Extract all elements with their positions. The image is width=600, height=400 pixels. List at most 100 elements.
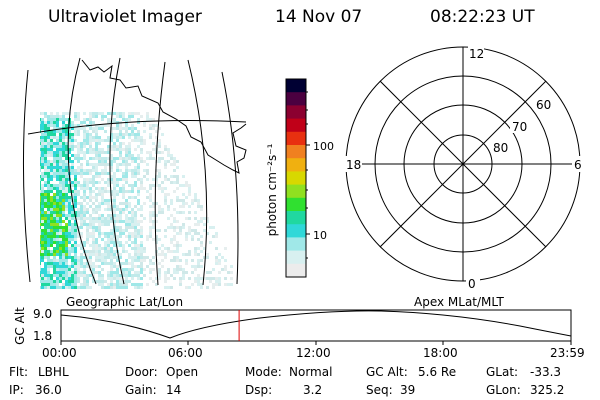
emission-pixel [131, 277, 134, 280]
emission-pixel [44, 229, 47, 232]
emission-pixel [53, 271, 56, 274]
emission-pixel [134, 226, 137, 229]
emission-pixel [41, 160, 44, 163]
emission-pixel [113, 142, 116, 145]
emission-pixel [92, 217, 95, 220]
emission-pixel [47, 175, 50, 178]
emission-pixel [29, 172, 32, 175]
emission-pixel [95, 265, 98, 268]
emission-pixel [40, 187, 41, 190]
emission-pixel [143, 202, 146, 205]
emission-pixel [125, 271, 128, 274]
emission-pixel [74, 244, 77, 247]
emission-pixel [68, 214, 71, 217]
emission-pixel [62, 175, 65, 178]
emission-pixel [71, 217, 74, 220]
emission-pixel [71, 208, 74, 211]
emission-pixel [68, 160, 71, 163]
emission-pixel [149, 214, 152, 217]
emission-pixel [77, 151, 80, 154]
emission-pixel [116, 238, 119, 241]
emission-pixel [170, 202, 173, 205]
emission-pixel [32, 214, 35, 217]
emission-pixel [44, 283, 47, 286]
emission-pixel [89, 136, 92, 139]
emission-pixel [107, 247, 110, 250]
emission-pixel [185, 232, 188, 235]
emission-pixel [53, 280, 56, 283]
emission-pixel [152, 148, 155, 151]
emission-pixel [110, 235, 113, 238]
emission-pixel [92, 202, 95, 205]
emission-pixel [164, 280, 167, 283]
emission-pixel [107, 232, 110, 235]
emission-pixel [137, 166, 140, 169]
emission-pixel [92, 196, 95, 199]
emission-pixel [131, 157, 134, 160]
emission-pixel [44, 247, 47, 250]
emission-pixel [89, 121, 92, 124]
emission-pixel [137, 265, 140, 268]
emission-pixel [32, 181, 35, 184]
emission-pixel [77, 172, 80, 175]
emission-pixel [134, 112, 137, 115]
emission-pixel [44, 154, 47, 157]
emission-pixel [125, 217, 128, 220]
emission-pixel [209, 241, 212, 244]
emission-pixel [125, 274, 128, 277]
emission-pixel [40, 238, 41, 241]
emission-pixel [29, 184, 32, 187]
emission-pixel [128, 190, 131, 193]
emission-pixel [65, 124, 68, 127]
emission-pixel [188, 229, 191, 232]
emission-pixel [125, 148, 128, 151]
emission-pixel [86, 274, 89, 277]
emission-pixel [119, 232, 122, 235]
emission-pixel [41, 118, 44, 121]
emission-pixel [125, 226, 128, 229]
emission-pixel [113, 244, 116, 247]
emission-pixel [131, 190, 134, 193]
emission-pixel [56, 142, 59, 145]
emission-pixel [173, 163, 176, 166]
emission-pixel [95, 229, 98, 232]
emission-pixel [182, 202, 185, 205]
emission-pixel [56, 139, 59, 142]
emission-pixel [40, 220, 41, 223]
emission-pixel [134, 259, 137, 262]
emission-pixel [140, 184, 143, 187]
mlt-label-left: 18 [346, 158, 361, 172]
emission-pixel [131, 112, 134, 115]
emission-pixel [50, 163, 53, 166]
emission-pixel [74, 247, 77, 250]
emission-pixel [74, 253, 77, 256]
emission-pixel [125, 118, 128, 121]
emission-pixel [134, 235, 137, 238]
emission-pixel [227, 271, 230, 274]
emission-pixel [44, 199, 47, 202]
emission-pixel [143, 247, 146, 250]
colorbar-band [286, 263, 306, 278]
emission-pixel [119, 274, 122, 277]
emission-pixel [176, 211, 179, 214]
emission-pixel [80, 196, 83, 199]
colorbar-band [286, 145, 306, 159]
emission-pixel [86, 172, 89, 175]
emission-pixel [122, 274, 125, 277]
emission-pixel [32, 217, 35, 220]
emission-pixel [137, 235, 140, 238]
emission-pixel [101, 253, 104, 256]
emission-pixel [131, 265, 134, 268]
emission-pixel [173, 256, 176, 259]
emission-pixel [98, 214, 101, 217]
emission-pixel [152, 226, 155, 229]
emission-pixel [116, 121, 119, 124]
emission-pixel [179, 277, 182, 280]
emission-pixel [77, 235, 80, 238]
emission-pixel [59, 223, 62, 226]
emission-pixel [122, 163, 125, 166]
emission-pixel [74, 139, 77, 142]
emission-pixel [134, 184, 137, 187]
emission-pixel [158, 208, 161, 211]
polar-plot [345, 46, 581, 282]
